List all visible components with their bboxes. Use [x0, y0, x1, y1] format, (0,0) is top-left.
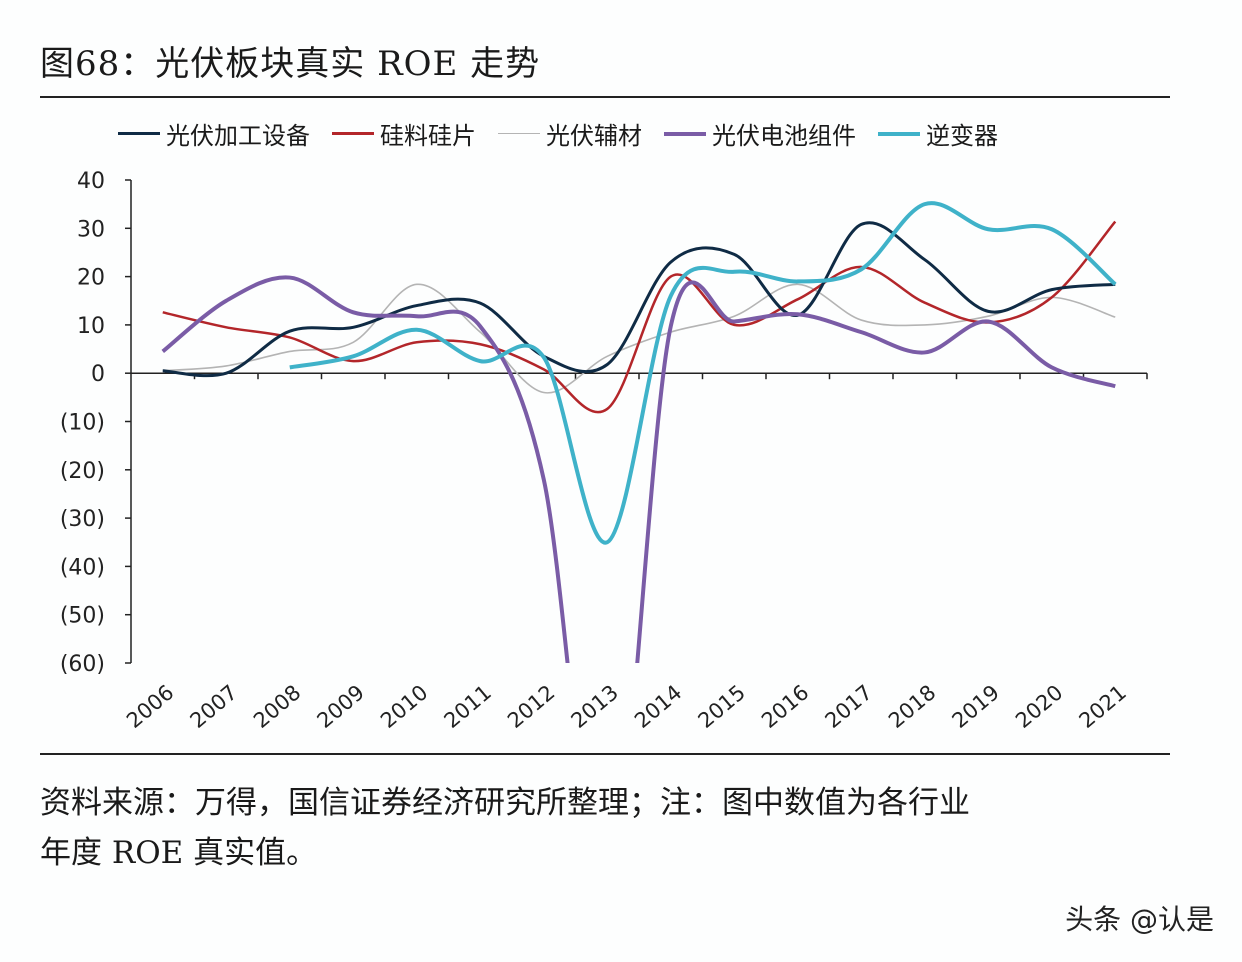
x-tick-label: 2016 — [757, 680, 813, 733]
y-tick-label: (30) — [60, 507, 105, 532]
legend-swatch — [118, 132, 160, 135]
series-line-2 — [162, 220, 1117, 414]
legend-item: 光伏电池组件 — [664, 116, 856, 151]
y-tick-label: 0 — [91, 362, 105, 387]
legend-label: 逆变器 — [926, 122, 998, 150]
x-tick-label: 2008 — [249, 680, 305, 733]
y-tick-label: 10 — [77, 314, 105, 339]
series-line-4 — [161, 275, 1116, 663]
x-tick-label: 2020 — [1011, 680, 1067, 733]
y-tick-label: (50) — [60, 604, 105, 629]
top-divider — [40, 96, 1170, 98]
x-tick-label: 2010 — [376, 680, 432, 733]
x-tick-label: 2015 — [694, 680, 750, 733]
x-tick-label: 2019 — [948, 680, 1004, 733]
legend-item: 光伏加工设备 — [118, 116, 310, 151]
legend-item: 硅料硅片 — [332, 116, 476, 151]
legend-swatch — [498, 132, 540, 135]
y-tick-label: (40) — [60, 555, 105, 580]
y-tick-label: 30 — [77, 217, 105, 242]
legend-label: 硅料硅片 — [380, 122, 476, 150]
legend-swatch — [664, 131, 706, 136]
legend-item: 逆变器 — [878, 116, 998, 151]
y-tick-label: (60) — [60, 652, 105, 677]
x-tick-label: 2007 — [186, 680, 242, 733]
y-tick-label: 20 — [77, 266, 105, 291]
x-tick-label: 2009 — [313, 680, 369, 733]
y-tick-label: 40 — [77, 169, 105, 194]
series-line-3 — [162, 283, 1116, 394]
figure-title: 图68：光伏板块真实 ROE 走势 — [40, 44, 541, 84]
y-tick-label: (10) — [60, 411, 105, 436]
legend-label: 光伏加工设备 — [166, 122, 310, 150]
source-note-line1: 资料来源：万得，国信证券经济研究所整理；注：图中数值为各行业 — [40, 785, 970, 821]
x-tick-label: 2011 — [440, 680, 496, 733]
x-tick-label: 2021 — [1075, 680, 1131, 733]
legend-swatch — [878, 131, 920, 136]
bottom-divider — [40, 753, 1170, 755]
x-tick-label: 2017 — [821, 680, 877, 733]
x-tick-label: 2012 — [503, 680, 559, 733]
legend-label: 光伏辅材 — [546, 122, 642, 150]
x-tick-label: 2013 — [567, 680, 623, 733]
watermark: 头条 @认是 — [1065, 903, 1214, 936]
y-tick-label: (20) — [60, 459, 105, 484]
legend-item: 光伏辅材 — [498, 116, 642, 151]
x-tick-label: 2006 — [122, 680, 178, 733]
legend-swatch — [332, 132, 374, 135]
source-note-line2: 年度 ROE 真实值。 — [40, 835, 318, 871]
legend-label: 光伏电池组件 — [712, 122, 856, 150]
x-tick-label: 2018 — [884, 680, 940, 733]
series-line-5 — [289, 201, 1117, 545]
x-tick-label: 2014 — [630, 680, 686, 733]
series-line-1 — [162, 221, 1116, 378]
legend: 光伏加工设备 硅料硅片 光伏辅材 光伏电池组件 逆变器 — [118, 116, 998, 151]
